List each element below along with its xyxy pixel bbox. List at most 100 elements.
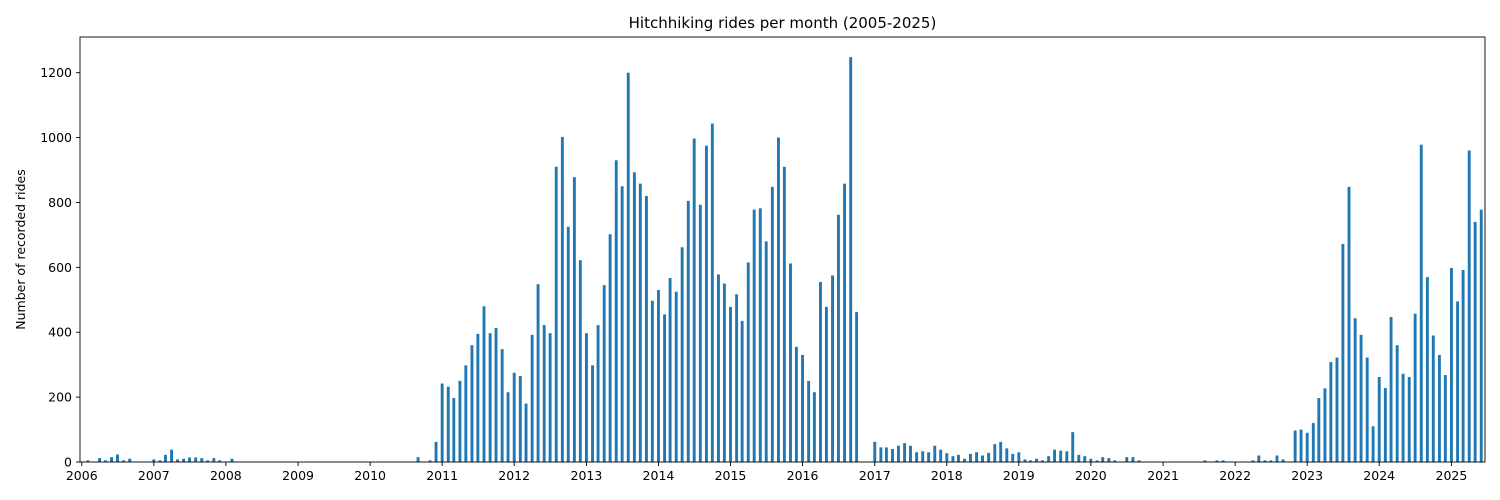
bar <box>1011 453 1015 462</box>
x-tick-label: 2015 <box>715 468 747 483</box>
bar <box>692 138 696 463</box>
bar <box>915 452 919 462</box>
bar <box>494 328 498 462</box>
bar <box>1047 456 1051 462</box>
bar <box>963 458 967 462</box>
x-tick-label: 2021 <box>1147 468 1179 483</box>
x-tick-label: 2017 <box>859 468 891 483</box>
bar <box>897 445 900 462</box>
bar <box>1071 432 1075 462</box>
y-tick-label: 200 <box>48 390 72 405</box>
bar <box>824 306 828 462</box>
bar <box>1113 460 1117 462</box>
bar <box>1137 460 1141 462</box>
bar <box>1347 186 1351 462</box>
bar <box>855 312 859 462</box>
bar <box>831 275 834 462</box>
x-tick-label: 2025 <box>1436 468 1468 483</box>
bar <box>873 441 877 462</box>
x-tick-label: 2009 <box>282 468 314 483</box>
bar <box>518 376 522 462</box>
bar <box>999 441 1003 462</box>
bar <box>1005 448 1009 462</box>
bar <box>1059 450 1063 462</box>
bar <box>812 392 816 462</box>
bar <box>434 441 438 462</box>
bar <box>807 380 811 462</box>
x-tick-label: 2007 <box>138 468 170 483</box>
bar <box>176 459 179 462</box>
bar <box>566 226 570 462</box>
bar <box>909 445 912 462</box>
bar <box>752 209 756 462</box>
bar <box>945 453 949 462</box>
bar <box>212 458 216 462</box>
bar <box>1407 377 1411 462</box>
x-tick-label: 2018 <box>931 468 963 483</box>
bar <box>488 333 492 462</box>
bar <box>1335 357 1339 462</box>
x-tick-label: 2016 <box>787 468 819 483</box>
bar <box>1269 460 1273 462</box>
bar <box>717 274 720 462</box>
bar <box>1311 423 1315 462</box>
bar <box>801 354 804 462</box>
bar <box>969 453 972 462</box>
y-axis-label: Number of recorded rides <box>13 169 28 330</box>
bar <box>122 460 126 462</box>
bar <box>674 291 678 462</box>
bar <box>416 457 420 462</box>
bar <box>1215 460 1219 462</box>
bar <box>1065 451 1069 462</box>
bar <box>158 460 162 462</box>
bar <box>86 460 90 462</box>
bar <box>686 200 690 462</box>
bar <box>584 333 588 462</box>
bar <box>218 460 222 462</box>
bar <box>746 262 750 462</box>
bar <box>1275 455 1279 462</box>
bar <box>1083 456 1087 462</box>
bar <box>933 445 937 462</box>
x-tick-label: 2013 <box>571 468 603 483</box>
y-tick-label: 1000 <box>40 130 72 145</box>
bar <box>500 349 504 462</box>
bar <box>729 306 732 462</box>
bar <box>1425 277 1429 462</box>
bar <box>1101 457 1105 462</box>
bar <box>464 365 468 462</box>
bar <box>1305 432 1309 462</box>
bar <box>903 443 907 462</box>
bar <box>987 452 991 462</box>
bar <box>1041 460 1044 462</box>
bar <box>1077 454 1081 462</box>
bar <box>975 452 979 462</box>
bar <box>591 365 594 462</box>
bar <box>1293 430 1297 462</box>
bar <box>957 454 960 462</box>
bar <box>1317 398 1321 462</box>
bar <box>554 166 558 462</box>
bar <box>458 380 462 462</box>
bar <box>452 398 456 462</box>
bar <box>1383 388 1387 462</box>
bar <box>782 166 786 462</box>
bar <box>981 455 984 462</box>
y-tick-label: 400 <box>48 325 72 340</box>
bar <box>194 457 198 462</box>
bar <box>1389 316 1393 462</box>
bar <box>128 458 132 462</box>
bar <box>512 372 516 462</box>
bar <box>740 320 744 462</box>
bar <box>116 454 119 462</box>
bar <box>663 314 667 462</box>
bar <box>1467 150 1471 463</box>
bar <box>1299 429 1303 462</box>
x-tick-label: 2012 <box>498 468 530 483</box>
bar <box>1395 345 1399 462</box>
bar <box>632 172 636 463</box>
x-tick-label: 2022 <box>1219 468 1251 483</box>
bar <box>1479 209 1483 462</box>
bar <box>1456 301 1460 462</box>
x-tick-label: 2014 <box>643 468 675 483</box>
